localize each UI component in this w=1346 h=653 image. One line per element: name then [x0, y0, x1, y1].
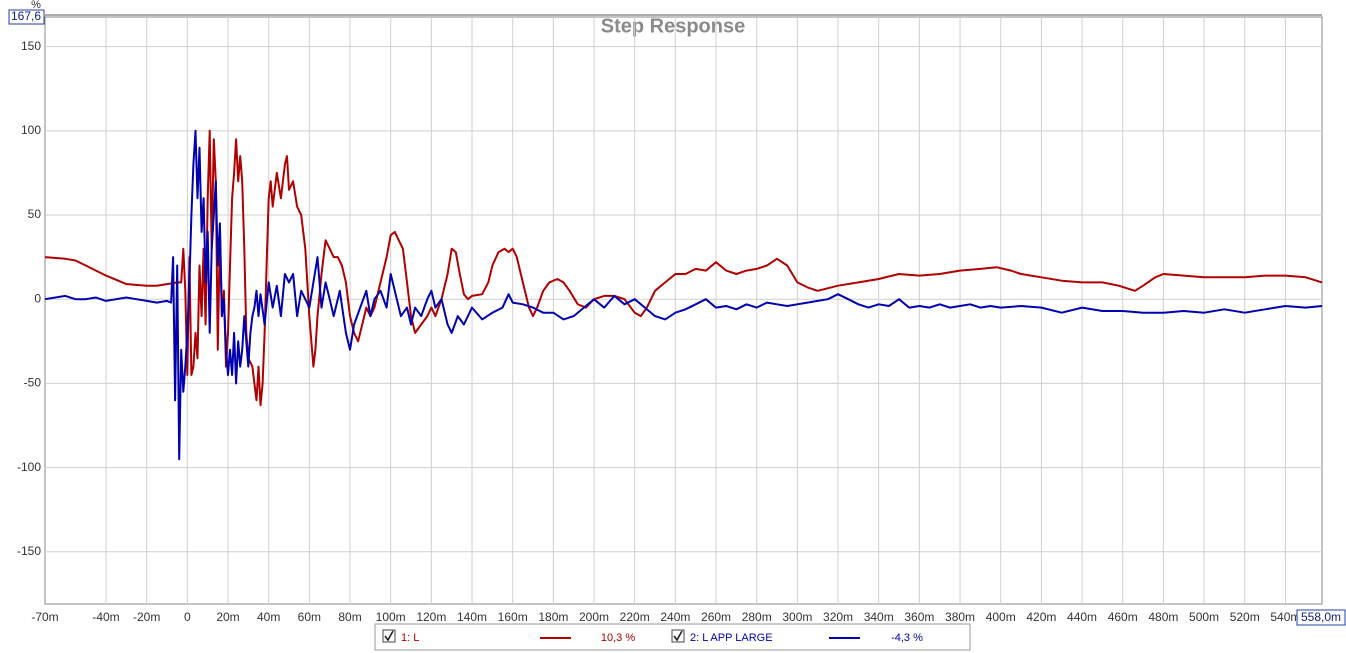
x-tick-label: 140m — [457, 610, 487, 624]
x-tick-label: 180m — [538, 610, 568, 624]
y-tick-label: 150 — [21, 39, 41, 53]
x-tick-label: 300m — [782, 610, 812, 624]
x-tick-label: 360m — [904, 610, 934, 624]
series-line — [44, 129, 1323, 461]
x-tick-label: 40m — [257, 610, 280, 624]
x-tick-label: 320m — [823, 610, 853, 624]
y-tick-label: 0 — [34, 291, 41, 305]
x-limit-label: 558,0m — [1301, 610, 1341, 624]
x-tick-label: -70m — [31, 610, 58, 624]
x-tick-label: 400m — [986, 610, 1016, 624]
legend-checkmark — [673, 630, 683, 642]
x-tick-label: 420m — [1026, 610, 1056, 624]
x-tick-label: 280m — [742, 610, 772, 624]
legend-label: 1: L — [401, 632, 419, 644]
x-tick-label: 480m — [1148, 610, 1178, 624]
x-tick-label: 460m — [1108, 610, 1138, 624]
y-tick-label: 50 — [28, 207, 42, 221]
chart-title: Step Response — [601, 15, 745, 37]
x-tick-label: 100m — [376, 610, 406, 624]
x-tick-label: 60m — [298, 610, 321, 624]
x-tick-label: 0 — [184, 610, 191, 624]
x-tick-label: 200m — [579, 610, 609, 624]
x-tick-label: 440m — [1067, 610, 1097, 624]
legend-checkmark — [384, 630, 394, 642]
x-tick-label: 80m — [338, 610, 361, 624]
x-tick-label: 120m — [416, 610, 446, 624]
y-tick-label: -100 — [17, 460, 41, 474]
x-tick-label: 240m — [660, 610, 690, 624]
x-tick-label: 20m — [216, 610, 239, 624]
legend-readout: -4,3 % — [891, 632, 923, 644]
y-tick-label: 100 — [21, 123, 41, 137]
ticks: 167,6 150 100 50 0 -50 -100 -150 -70m -40m -20m 0 20… — [8, 9, 1346, 626]
y-tick-label: -150 — [17, 544, 41, 558]
legend-items: 1: L 10,3 % 2: L APP LARGE -4,3 % — [382, 629, 923, 644]
x-tick-label: 160m — [498, 610, 528, 624]
y-tick-label: -50 — [24, 376, 42, 390]
grid — [45, 17, 1322, 604]
x-tick-label: 340m — [864, 610, 894, 624]
x-tick-label: 520m — [1230, 610, 1260, 624]
limit-box — [8, 9, 45, 25]
x-tick-label: -40m — [92, 610, 119, 624]
legend-readout: 10,3 % — [601, 632, 635, 644]
y-limit-label: 167,6 — [11, 9, 41, 23]
x-tick-label: 540m — [1270, 610, 1300, 624]
x-tick-label: 260m — [701, 610, 731, 624]
x-tick-label: 380m — [945, 610, 975, 624]
legend-label: 2: L APP LARGE — [690, 632, 773, 644]
x-tick-label: 220m — [620, 610, 650, 624]
limit-box — [1296, 609, 1346, 626]
x-tick-label: 500m — [1189, 610, 1219, 624]
lines — [44, 129, 1323, 461]
y-axis-label: % — [31, 0, 41, 11]
x-tick-label: -20m — [133, 610, 160, 624]
